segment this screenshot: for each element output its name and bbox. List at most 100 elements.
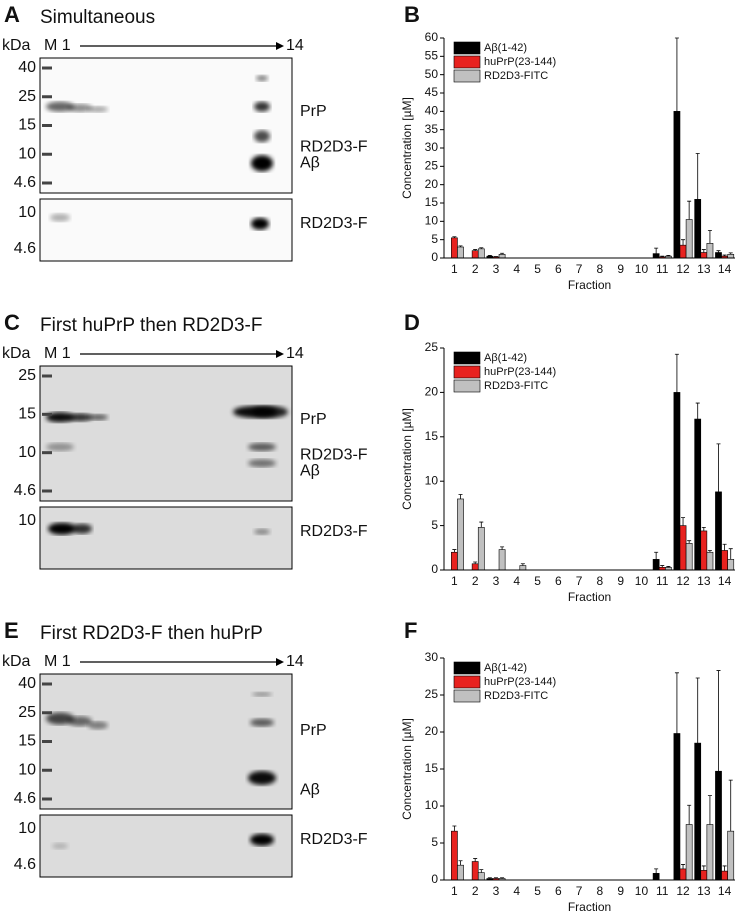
x-tick-label: 8 — [597, 262, 604, 276]
arrow-head — [276, 658, 284, 666]
band-label: RD2D3-F — [300, 138, 368, 155]
error-bar — [701, 526, 706, 531]
kda-label: kDa — [2, 345, 31, 362]
bar — [673, 392, 681, 571]
x-tick-label: 9 — [617, 262, 624, 276]
gel-band — [250, 718, 274, 727]
axes — [443, 38, 735, 259]
mw-marker: 4.6 — [14, 482, 36, 499]
legend-swatch — [453, 675, 481, 689]
bar — [457, 498, 464, 571]
error-bar — [452, 825, 457, 832]
band-label: RD2D3-F — [300, 831, 368, 848]
marker-band — [42, 740, 52, 743]
y-tick-label: 40 — [425, 104, 439, 118]
error-bar — [707, 230, 712, 244]
arrow-head — [276, 42, 284, 50]
x-tick-label: 1 — [451, 574, 458, 588]
gel-band — [250, 833, 274, 846]
band-label: RD2D3-F — [300, 523, 368, 540]
bar — [471, 250, 479, 259]
x-tick-label: 5 — [534, 884, 541, 898]
mw-marker: 40 — [18, 59, 36, 76]
mw-marker: 10 — [18, 820, 36, 837]
panel-letter: E — [4, 618, 19, 643]
error-bar — [473, 249, 478, 251]
error-bar — [479, 869, 484, 873]
x-tick-label: 10 — [635, 574, 649, 588]
x-tick-label: 11 — [656, 884, 669, 898]
mw-marker: 15 — [18, 117, 36, 134]
x-tick-label: 7 — [576, 884, 583, 898]
error-bar — [722, 254, 727, 257]
bar — [694, 199, 702, 259]
x-axis-label: Fraction — [568, 900, 611, 914]
error-bar — [701, 249, 706, 253]
mw-marker: 10 — [18, 204, 36, 221]
y-tick-label: 0 — [431, 562, 438, 576]
y-tick-label: 25 — [425, 159, 439, 173]
error-bar — [660, 565, 665, 568]
error-bar — [479, 247, 484, 249]
error-bar — [695, 402, 700, 420]
x-tick-label: 7 — [576, 574, 583, 588]
marker-band — [42, 451, 52, 455]
mw-marker: 10 — [18, 444, 36, 461]
y-tick-label: 25 — [425, 687, 439, 701]
y-tick-label: 0 — [431, 250, 438, 264]
marker-band — [42, 124, 52, 127]
gel-band — [48, 522, 76, 535]
error-bar — [493, 877, 498, 879]
bar — [477, 248, 485, 259]
error-bar — [707, 795, 712, 825]
gel-title: First RD2D3-F then huPrP — [40, 623, 263, 644]
x-tick-label: 9 — [617, 574, 624, 588]
y-tick-label: 5 — [431, 232, 438, 246]
gel-band — [68, 413, 92, 422]
marker-band — [42, 66, 52, 70]
bar — [706, 551, 714, 571]
mw-marker: 40 — [18, 675, 36, 692]
y-tick-label: 0 — [431, 872, 438, 886]
panel-letter: F — [404, 618, 417, 643]
lane-start: M 1 — [44, 653, 71, 670]
gel-band — [88, 721, 108, 730]
marker-band — [42, 412, 52, 416]
error-bar — [728, 252, 733, 255]
y-tick-label: 30 — [425, 650, 439, 664]
legend-label: Aβ(1-42) — [484, 42, 527, 54]
gel-band — [52, 843, 68, 849]
panel-letter: D — [404, 310, 420, 335]
bar — [715, 770, 722, 881]
gel-band — [50, 213, 70, 222]
mw-marker: 4.6 — [14, 240, 36, 257]
x-axis-label: Fraction — [568, 278, 611, 292]
gel-band — [248, 770, 276, 785]
error-bar — [707, 550, 712, 553]
error-bar — [473, 858, 478, 862]
bar — [715, 252, 722, 259]
error-bar — [666, 255, 671, 257]
bar — [477, 527, 485, 571]
x-tick-label: 9 — [617, 884, 624, 898]
error-bar — [674, 672, 679, 734]
y-tick-label: 20 — [425, 385, 439, 399]
x-tick-label: 12 — [676, 574, 690, 588]
legend-label: huPrP(23-144) — [484, 366, 556, 378]
legend-swatch — [453, 379, 481, 393]
bar — [498, 254, 506, 259]
gel-band — [72, 523, 92, 534]
legend-label: RD2D3-FITC — [484, 690, 548, 702]
error-bar — [674, 37, 679, 112]
x-tick-label: 12 — [676, 884, 690, 898]
bar — [685, 543, 693, 571]
marker-band — [42, 711, 52, 715]
marker-band — [42, 797, 52, 801]
x-tick-label: 12 — [676, 262, 690, 276]
marker-band — [42, 181, 52, 185]
band-label: RD2D3-F — [300, 446, 368, 463]
mw-marker: 10 — [18, 145, 36, 162]
error-bar — [500, 877, 505, 879]
axes — [443, 348, 735, 571]
